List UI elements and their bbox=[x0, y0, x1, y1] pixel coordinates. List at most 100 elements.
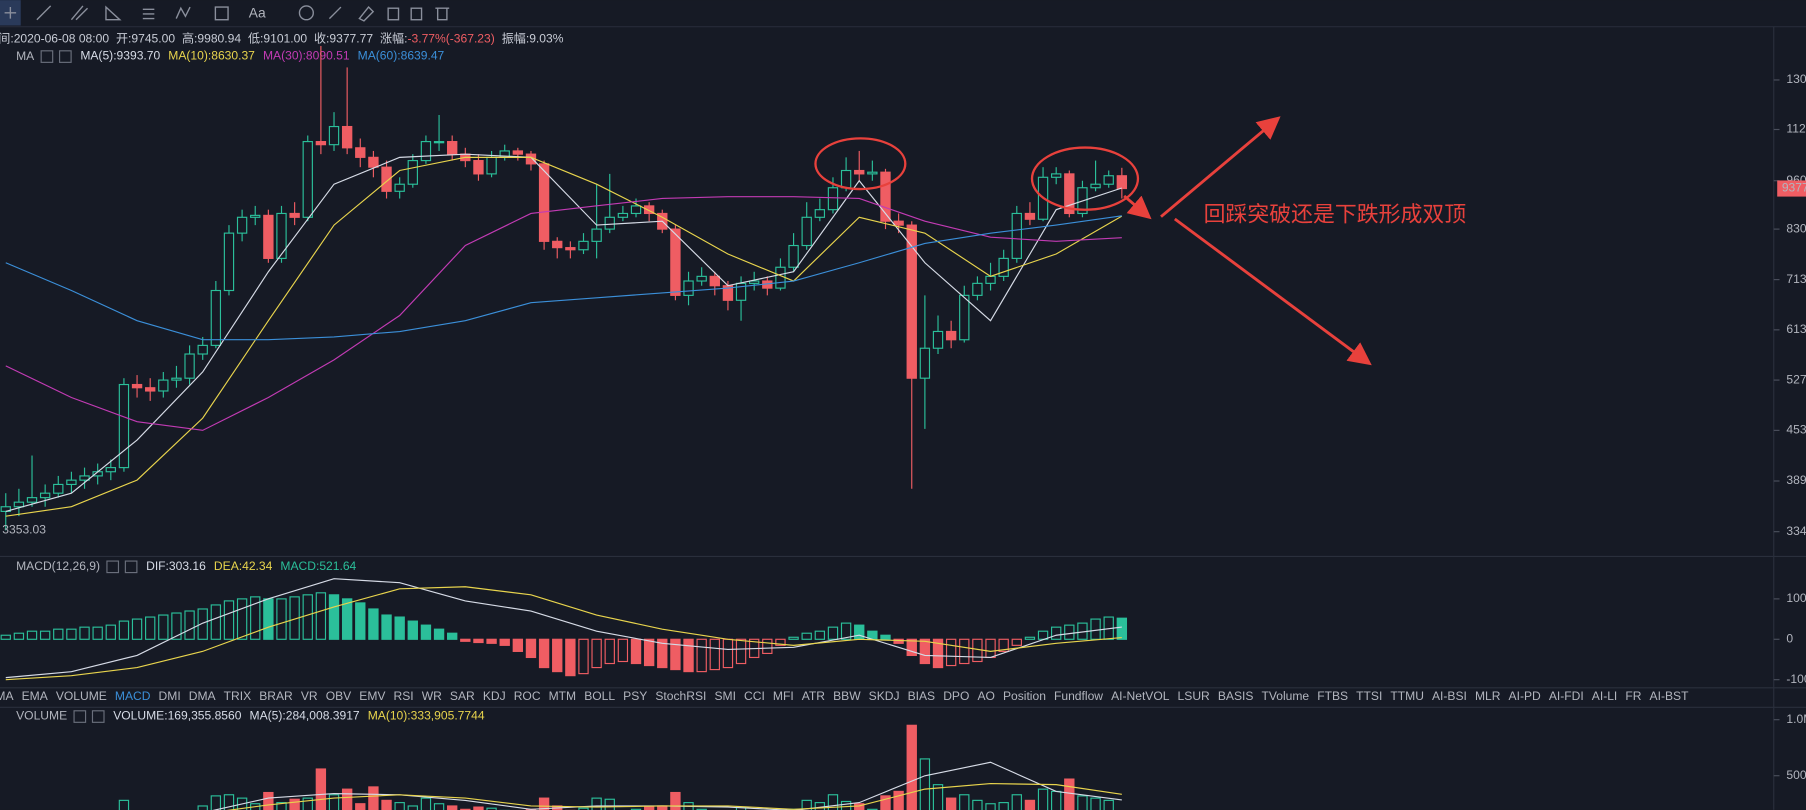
volume-bar bbox=[1090, 797, 1101, 810]
indicator-tab[interactable]: OBV bbox=[326, 689, 352, 703]
indicator-tab[interactable]: ROC bbox=[514, 689, 541, 703]
legend-entry: VOLUME:169,355.8560 bbox=[113, 709, 242, 723]
y-tick-label: 500K bbox=[1786, 768, 1806, 782]
indicator-tab[interactable]: TVolume bbox=[1261, 689, 1309, 703]
indicator-tab[interactable]: SMI bbox=[714, 689, 735, 703]
candle-body bbox=[171, 377, 182, 381]
macd-bar bbox=[394, 616, 405, 640]
indicator-tab[interactable]: DPO bbox=[943, 689, 969, 703]
indicator-tab[interactable]: ATR bbox=[802, 689, 826, 703]
shape-tool[interactable] bbox=[105, 5, 122, 21]
close-icon[interactable] bbox=[124, 560, 138, 574]
indicator-tab[interactable]: TTSI bbox=[1356, 689, 1382, 703]
macd-bar bbox=[525, 638, 537, 659]
macd-bar bbox=[39, 630, 51, 640]
indicator-tab[interactable]: SKDJ bbox=[869, 689, 900, 703]
indicator-tab[interactable]: TTMU bbox=[1390, 689, 1424, 703]
indicator-tab[interactable]: BBW bbox=[833, 689, 861, 703]
volume-bar bbox=[827, 794, 839, 810]
indicator-tab[interactable]: EMA bbox=[22, 689, 49, 703]
indicator-tab[interactable]: TRIX bbox=[224, 689, 252, 703]
indicator-tab[interactable]: MFI bbox=[773, 689, 794, 703]
volume-bar bbox=[945, 797, 957, 810]
macd-bar bbox=[53, 628, 64, 640]
indicator-tab[interactable]: BRAR bbox=[259, 689, 293, 703]
macd-bar bbox=[315, 592, 327, 640]
indicator-tab[interactable]: MA bbox=[0, 689, 14, 703]
indicator-tab[interactable]: EMV bbox=[359, 689, 385, 703]
text-tool[interactable]: Aa bbox=[249, 5, 266, 21]
indicator-tab[interactable]: SAR bbox=[450, 689, 475, 703]
macd-bar bbox=[302, 594, 313, 640]
indicator-tab[interactable]: FR bbox=[1625, 689, 1641, 703]
indicator-tab[interactable]: AO bbox=[977, 689, 994, 703]
macd-bar bbox=[26, 630, 38, 640]
indicator-tab[interactable]: AI-PD bbox=[1509, 689, 1541, 703]
candle-body bbox=[79, 475, 90, 481]
measure-tool[interactable] bbox=[214, 6, 229, 21]
candle-body bbox=[617, 212, 629, 218]
indicator-tab[interactable]: Position bbox=[1003, 689, 1046, 703]
fib-tool[interactable] bbox=[142, 8, 155, 20]
close-icon[interactable] bbox=[91, 710, 105, 723]
indicator-tab[interactable]: StochRSI bbox=[655, 689, 706, 703]
volume-bar bbox=[210, 795, 222, 810]
info-amplitude: 振幅:9.03% bbox=[502, 30, 564, 45]
indicator-tab[interactable]: AI-BSI bbox=[1432, 689, 1467, 703]
candle-body bbox=[854, 169, 865, 175]
volume-bar bbox=[223, 794, 235, 810]
info-close: 收:9377.77 bbox=[314, 31, 373, 45]
close-icon[interactable] bbox=[59, 50, 72, 63]
indicator-tab[interactable]: DMI bbox=[159, 689, 181, 703]
indicator-tab[interactable]: LSUR bbox=[1178, 689, 1210, 703]
pattern-tool[interactable] bbox=[298, 5, 314, 21]
indicator-tab[interactable]: WR bbox=[422, 689, 442, 703]
settings-icon[interactable] bbox=[106, 560, 120, 574]
indicator-tab[interactable]: DMA bbox=[189, 689, 217, 703]
line-tool[interactable] bbox=[36, 5, 52, 21]
candle-body bbox=[368, 156, 379, 168]
macd-bar bbox=[66, 628, 77, 640]
indicator-tab[interactable]: BOLL bbox=[584, 689, 615, 703]
macd-bar bbox=[250, 596, 261, 640]
lock-tool[interactable] bbox=[387, 7, 400, 21]
indicator-tab[interactable]: FTBS bbox=[1317, 689, 1348, 703]
indicator-tab[interactable]: RSI bbox=[394, 689, 414, 703]
ruler-tool[interactable] bbox=[328, 6, 342, 20]
settings-icon[interactable] bbox=[73, 710, 87, 723]
y-tick-label: 3890 bbox=[1786, 473, 1806, 487]
indicator-tab[interactable]: Fundflow bbox=[1054, 689, 1103, 703]
volume-bar bbox=[263, 791, 274, 810]
settings-icon[interactable] bbox=[40, 50, 54, 63]
indicator-tab[interactable]: MACD bbox=[115, 689, 151, 703]
indicator-tab[interactable]: AI-LI bbox=[1592, 689, 1618, 703]
candle-body bbox=[788, 244, 799, 268]
macd-bar bbox=[355, 602, 366, 640]
indicator-tab[interactable]: AI-NetVOL bbox=[1111, 689, 1170, 703]
indicator-tab[interactable]: VOLUME bbox=[56, 689, 107, 703]
macd-bar bbox=[985, 638, 996, 659]
indicator-tab[interactable]: KDJ bbox=[483, 689, 506, 703]
wave-tool[interactable] bbox=[175, 6, 191, 19]
candle-body bbox=[814, 209, 826, 218]
indicator-tab[interactable]: MTM bbox=[549, 689, 577, 703]
macd-bar bbox=[1090, 618, 1101, 640]
indicator-tab[interactable]: AI-BST bbox=[1650, 689, 1690, 703]
indicator-tab[interactable]: BIAS bbox=[908, 689, 936, 703]
channel-tool[interactable] bbox=[70, 5, 89, 21]
indicator-tab[interactable]: CCI bbox=[744, 689, 765, 703]
indicator-tab[interactable]: VR bbox=[301, 689, 318, 703]
delete-tool[interactable] bbox=[435, 7, 450, 21]
unlock-tool[interactable] bbox=[410, 7, 423, 21]
indicator-tab[interactable]: PSY bbox=[623, 689, 647, 703]
candle-body bbox=[355, 147, 366, 158]
candle-body bbox=[39, 492, 51, 499]
indicator-tab[interactable]: AI-FDI bbox=[1549, 689, 1584, 703]
candle-body bbox=[158, 379, 169, 392]
macd-bar bbox=[735, 638, 747, 665]
indicator-tab[interactable]: BASIS bbox=[1218, 689, 1254, 703]
indicator-tab[interactable]: MLR bbox=[1475, 689, 1501, 703]
legend-entry: MA(5):284,008.3917 bbox=[250, 709, 360, 723]
brush-tool[interactable] bbox=[358, 6, 375, 22]
